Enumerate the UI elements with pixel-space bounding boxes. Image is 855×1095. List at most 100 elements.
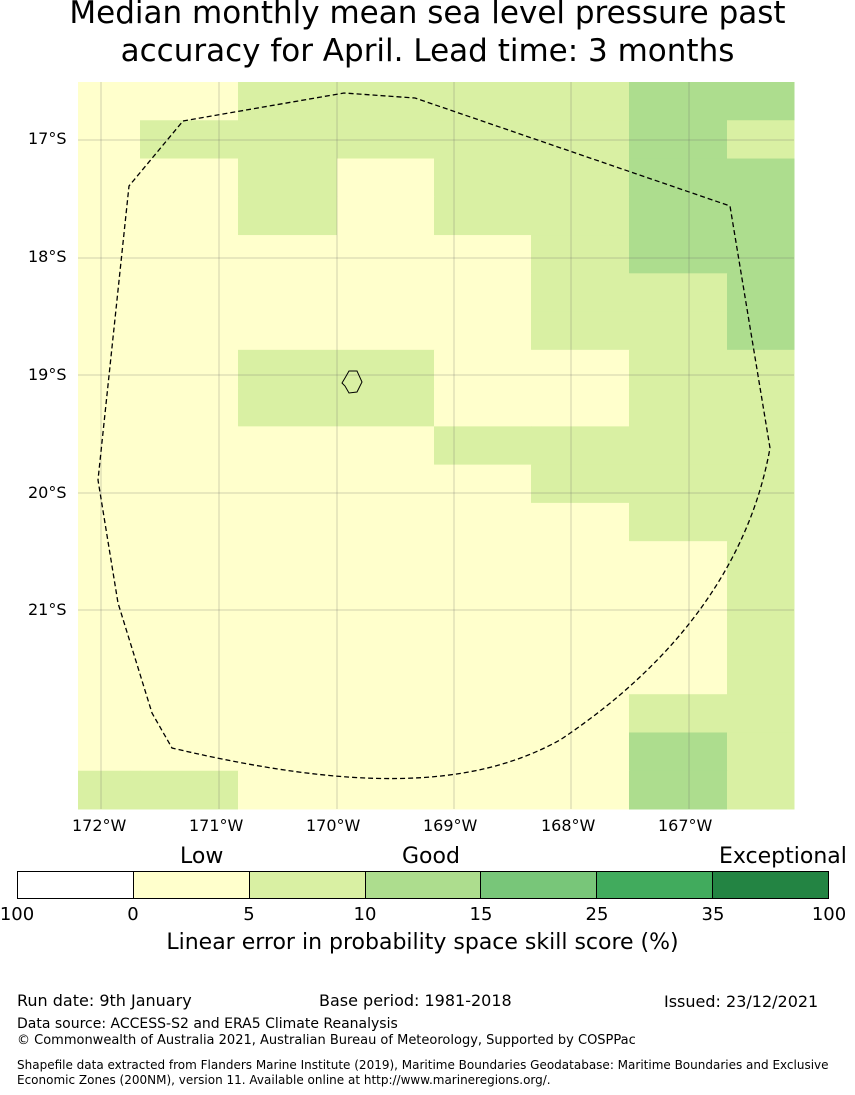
colorbar-tick: 10	[353, 904, 377, 925]
lon-label-168w: 168°W	[541, 816, 596, 835]
grid-cell	[434, 694, 532, 733]
grid-cell	[629, 770, 728, 810]
grid-cell	[531, 502, 630, 542]
grid-cell	[531, 196, 630, 236]
grid-cell	[629, 655, 728, 695]
grid-cell	[629, 541, 728, 580]
colorbar-segment	[133, 872, 250, 898]
grid-cell	[727, 732, 795, 772]
grid-cell	[238, 426, 338, 466]
grid-cell	[629, 273, 728, 313]
grid-cell	[78, 732, 141, 772]
grid-cell	[140, 541, 239, 580]
grid-cell	[78, 196, 141, 236]
data-source: Data source: ACCESS-S2 and ERA5 Climate …	[17, 1016, 398, 1032]
grid-cell	[629, 196, 728, 236]
grid-cell	[727, 349, 795, 389]
grid-cell	[531, 388, 630, 427]
grid-cell	[337, 235, 435, 274]
grid-cell	[78, 694, 141, 733]
grid-cell	[531, 273, 630, 313]
grid-cell	[531, 158, 630, 198]
grid-cell	[629, 235, 728, 274]
grid-cell	[434, 732, 532, 772]
grid-cell	[78, 541, 141, 580]
shapefile-credit: Shapefile data extracted from Flanders M…	[17, 1058, 829, 1087]
grid-cell	[78, 235, 141, 274]
lat-label-17s: 17°S	[28, 129, 67, 148]
grid-cell	[140, 464, 239, 504]
grid-cell	[531, 617, 630, 657]
colorbar-tick: 25	[585, 904, 609, 925]
grid-cell	[78, 655, 141, 695]
grid-cell	[238, 770, 338, 810]
grid-cell	[140, 426, 239, 466]
grid-cell	[727, 158, 795, 198]
eez-boundary	[97, 92, 771, 780]
grid-cell	[531, 464, 630, 504]
colorbar-title: Linear error in probability space skill …	[166, 930, 679, 955]
colorbar-segment	[365, 872, 482, 898]
grid-cell	[78, 311, 141, 351]
grid-cell	[238, 732, 338, 772]
grid-cell	[434, 579, 532, 619]
grid-cell	[140, 196, 239, 236]
grid-cell	[629, 426, 728, 466]
lat-label-18s: 18°S	[28, 247, 67, 266]
colorbar-tick: 5	[243, 904, 255, 925]
grid-cell	[434, 770, 532, 810]
lon-label-170w: 170°W	[306, 816, 361, 835]
grid-cell	[140, 770, 239, 810]
colorbar-segment	[481, 872, 598, 898]
colorbar-segment	[18, 872, 134, 898]
map-title: Median monthly mean sea level pressure p…	[0, 0, 855, 70]
grid-cell	[434, 655, 532, 695]
grid-cell	[238, 235, 338, 274]
grid-cell	[727, 196, 795, 236]
grid-cell	[238, 617, 338, 657]
grid-cell	[337, 196, 435, 236]
grid-cell	[434, 349, 532, 389]
grid-cell	[531, 770, 630, 810]
grid-cell	[629, 158, 728, 198]
grid-cell	[78, 426, 141, 466]
grid-cell	[434, 311, 532, 351]
grid-cell	[337, 464, 435, 504]
colorbar-segment	[597, 872, 714, 898]
grid-cell	[78, 273, 141, 313]
grid-cell	[727, 464, 795, 504]
grid-cell	[337, 579, 435, 619]
grid-cell	[238, 158, 338, 198]
grid-cell	[337, 426, 435, 466]
grid-cell	[78, 120, 141, 160]
colorbar-tick: 100	[0, 904, 35, 925]
grid-cell	[140, 579, 239, 619]
grid-cell	[727, 235, 795, 274]
category-exceptional: Exceptional	[719, 844, 847, 869]
grid-cell	[727, 311, 795, 351]
grid-cell	[140, 655, 239, 695]
grid-cell	[434, 464, 532, 504]
grid-cell	[140, 82, 239, 121]
grid-cell	[434, 235, 532, 274]
grid-cell	[140, 235, 239, 274]
grid-cell	[531, 349, 630, 389]
lat-label-21s: 21°S	[28, 600, 67, 619]
grid-cell	[434, 196, 532, 236]
grid-cell	[629, 579, 728, 619]
grid-cell	[337, 158, 435, 198]
grid-cell	[78, 770, 141, 810]
grid-cell	[629, 694, 728, 733]
grid-cell	[434, 273, 532, 313]
grid-cell	[434, 388, 532, 427]
grid-cell	[140, 388, 239, 427]
grid-cell	[140, 694, 239, 733]
lon-label-167w: 167°W	[658, 816, 713, 835]
grid-cell	[727, 655, 795, 695]
grid-cell	[140, 311, 239, 351]
grid-cell	[629, 502, 728, 542]
grid-cell	[238, 311, 338, 351]
grid-cell	[727, 617, 795, 657]
grid-cell	[337, 732, 435, 772]
